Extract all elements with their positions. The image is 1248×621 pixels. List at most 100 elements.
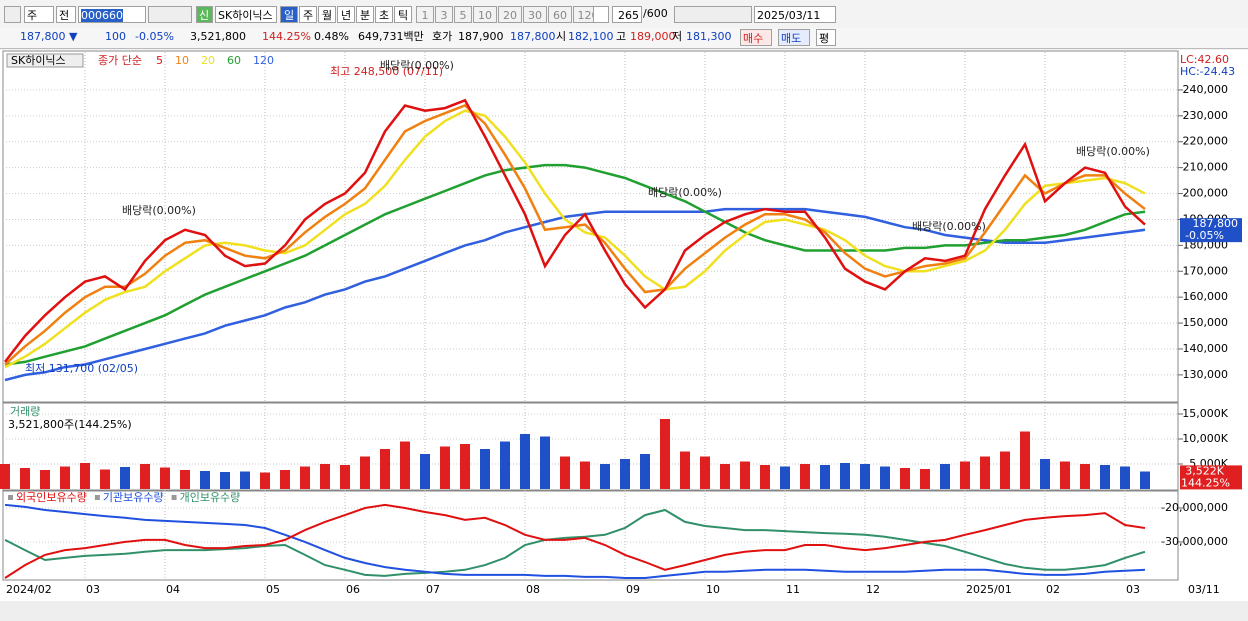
count-button[interactable]: 1 — [416, 6, 434, 23]
volume-bar — [680, 451, 690, 489]
sell-button[interactable]: 매도 — [778, 29, 810, 46]
y-tick-label: 160,000 — [1183, 290, 1229, 303]
volume-bar — [60, 466, 70, 489]
legend-item: 외국인보유수량 — [16, 491, 87, 504]
x-tick-label: 10 — [706, 583, 720, 596]
interval-button[interactable]: 년 — [337, 6, 355, 23]
volume-bar — [580, 461, 590, 489]
date-input[interactable]: 2025/03/11 — [754, 6, 836, 23]
x-tick-label: 2024/02 — [6, 583, 52, 596]
volume-bar — [1140, 471, 1150, 489]
legend-swatch — [94, 495, 100, 500]
sound-icons[interactable] — [148, 6, 192, 23]
scroll-bar[interactable] — [0, 601, 1248, 621]
volume-bar — [240, 471, 250, 489]
volume-bar — [1120, 466, 1130, 489]
y-tick-label: 140,000 — [1183, 342, 1229, 355]
volume-bar — [340, 465, 350, 489]
y-tick-label: 150,000 — [1183, 316, 1229, 329]
volume-bar — [900, 468, 910, 489]
interval-button[interactable]: 주 — [299, 6, 317, 23]
chart-bg — [0, 50, 1248, 601]
ask: 187,800 — [510, 30, 556, 43]
volume-bar — [800, 464, 810, 489]
count-button[interactable]: 30 — [523, 6, 547, 23]
period-select[interactable]: 주 — [24, 6, 54, 23]
legend-item: 기관보유수량 — [103, 491, 164, 504]
volume-bar — [520, 434, 530, 489]
annotation: 배당락(0.00%) — [380, 59, 454, 72]
count-button[interactable]: 3 — [435, 6, 453, 23]
y-tick-label: 10,000K — [1182, 432, 1228, 445]
interval-button[interactable]: 월 — [318, 6, 336, 23]
x-tick-label: 08 — [526, 583, 540, 596]
volume-bar — [1040, 459, 1050, 489]
volume-bar — [600, 464, 610, 489]
high: 189,000 — [630, 30, 676, 43]
open: 182,100 — [568, 30, 614, 43]
legend-item: 5 — [156, 54, 163, 67]
interval-button[interactable]: 틱 — [394, 6, 412, 23]
legend-item: 개인보유수량 — [180, 491, 241, 504]
holding-panel — [2, 490, 1179, 581]
eval-button[interactable]: 평 — [816, 29, 836, 46]
volume-panel — [2, 402, 1179, 491]
code-input[interactable]: 000660 — [78, 6, 146, 23]
low-label: 저 — [672, 30, 683, 43]
volume-bar — [620, 459, 630, 489]
volume-bar — [380, 449, 390, 489]
volume-bar — [1080, 464, 1090, 489]
annotation: 최저 131,700 (02/05) — [25, 362, 138, 375]
shown-count[interactable]: 265 — [612, 6, 642, 23]
x-tick-label: 02 — [1046, 583, 1060, 596]
ma-line — [4, 98, 1146, 363]
volume-bar — [940, 464, 950, 489]
volume-subtitle: 3,521,800주(144.25%) — [8, 418, 132, 431]
y-tick-label: 230,000 — [1183, 109, 1229, 122]
ma-line — [4, 207, 1146, 382]
volume-bar — [720, 464, 730, 489]
high-label: 고 — [616, 30, 627, 43]
scope-select[interactable]: 전 — [56, 6, 76, 23]
interval-button[interactable]: 초 — [375, 6, 393, 23]
new-badge[interactable]: 신 — [196, 6, 213, 23]
turnover: 0.48% — [314, 30, 349, 43]
count-button[interactable]: 20 — [498, 6, 522, 23]
legend-swatch — [8, 495, 13, 500]
annotation: 배당락(0.00%) — [912, 220, 986, 233]
ma-line — [4, 503, 1146, 579]
volume-bar — [100, 469, 110, 489]
x-tick-label: 03 — [86, 583, 100, 596]
y-tick-label: 15,000K — [1182, 407, 1228, 420]
x-tick-label: 09 — [626, 583, 640, 596]
legend-item: 60 — [227, 54, 241, 67]
price: 187,800 ▼ — [20, 30, 78, 43]
count-button[interactable]: 10 — [473, 6, 497, 23]
volume-bar — [640, 454, 650, 489]
y-tick-label: -20,000,000 — [1161, 501, 1228, 514]
last-volume-box — [1180, 465, 1242, 490]
interval-button[interactable]: 분 — [356, 6, 374, 23]
y-tick-label: 210,000 — [1183, 161, 1229, 174]
x-tick-label: 03 — [1126, 583, 1140, 596]
volume-bar — [220, 472, 230, 489]
buy-button[interactable]: 매수 — [740, 29, 772, 46]
menu-icon[interactable] — [4, 6, 21, 23]
volume-bar — [140, 464, 150, 489]
x-tick-label: 11 — [786, 583, 800, 596]
tool-icons[interactable] — [674, 6, 752, 23]
volume-bar — [480, 449, 490, 489]
volume-bar — [560, 456, 570, 489]
blank-select[interactable] — [593, 6, 609, 23]
count-button[interactable]: 5 — [454, 6, 472, 23]
legend-box — [6, 53, 84, 68]
low: 181,300 — [686, 30, 732, 43]
amount: 649,731백만 — [358, 30, 424, 43]
interval-button[interactable]: 일 — [280, 6, 298, 23]
bid-label: 호가 — [432, 30, 453, 43]
count-button[interactable]: 60 — [548, 6, 572, 23]
code-text: 000660 — [81, 9, 123, 22]
y-tick-label: 240,000 — [1183, 83, 1229, 96]
volume-bar — [1100, 465, 1110, 489]
